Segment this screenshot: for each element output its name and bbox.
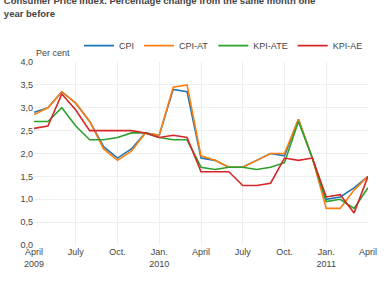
- svg-text:Jan.2010: Jan.2010: [149, 247, 169, 269]
- svg-text:July: July: [235, 247, 252, 257]
- svg-text:July: July: [68, 247, 85, 257]
- svg-text:April2009: April2009: [24, 247, 44, 269]
- svg-text:Jan.2011: Jan.2011: [317, 247, 336, 269]
- svg-text:2,0: 2,0: [20, 149, 33, 159]
- svg-text:Per cent: Per cent: [36, 48, 70, 58]
- svg-text:Oct.: Oct.: [276, 247, 293, 257]
- svg-text:2,5: 2,5: [20, 126, 33, 136]
- svg-text:3,0: 3,0: [20, 103, 33, 113]
- svg-text:3,5: 3,5: [20, 80, 33, 90]
- svg-text:1,5: 1,5: [20, 172, 33, 182]
- svg-text:1,0: 1,0: [20, 194, 33, 204]
- svg-text:April: April: [359, 247, 377, 257]
- svg-text:0,5: 0,5: [20, 217, 33, 227]
- svg-text:0,0: 0,0: [20, 240, 33, 250]
- svg-text:4,0: 4,0: [20, 57, 33, 67]
- svg-text:CPI-AT: CPI-AT: [179, 41, 208, 51]
- svg-text:April: April: [192, 247, 210, 257]
- svg-text:Oct.: Oct.: [109, 247, 126, 257]
- svg-text:KPI-AE: KPI-AE: [333, 41, 363, 51]
- svg-text:Consumer Price Index. Percenta: Consumer Price Index. Percentage change …: [4, 0, 315, 19]
- svg-text:KPI-ATE: KPI-ATE: [253, 41, 287, 51]
- svg-text:CPI: CPI: [119, 41, 134, 51]
